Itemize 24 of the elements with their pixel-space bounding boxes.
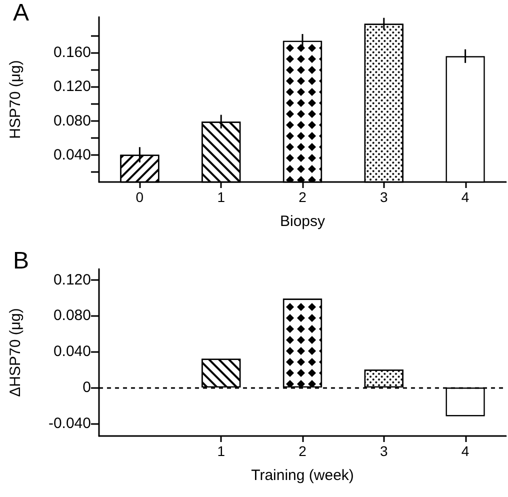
y-tick-label: 0 [82, 379, 91, 396]
x-axis-title: Training (week) [251, 467, 354, 484]
y-tick-label: -0.040 [48, 414, 91, 432]
y-tick-label: 0.040 [53, 146, 91, 164]
x-tick-label: 4 [461, 443, 470, 459]
x-tick-label: 2 [298, 443, 307, 459]
x-tick-label: 4 [461, 189, 470, 205]
x-tick-label: 3 [380, 189, 388, 205]
x-axis-title: Biopsy [280, 213, 326, 230]
x-tick-label: 2 [298, 189, 307, 205]
y-tick-label: 0.160 [53, 44, 91, 62]
y-tick-label: 0.080 [53, 307, 91, 324]
x-tick-label: 1 [217, 189, 226, 205]
y-tick-label: 0.120 [53, 78, 91, 96]
y-tick-label: 0.120 [53, 271, 91, 288]
y-tick-label: 0.080 [53, 112, 91, 130]
x-tick-label: 0 [136, 189, 144, 205]
x-tick-label: 1 [217, 443, 226, 459]
y-tick-label: 0.040 [53, 343, 91, 360]
chart-title: B [13, 248, 30, 274]
y-axis-title: HSP70 (μg) [7, 60, 24, 139]
x-tick-label: 3 [380, 443, 388, 459]
y-axis-title: ΔHSP70 (μg) [7, 308, 24, 397]
chart-title: A [13, 0, 30, 26]
